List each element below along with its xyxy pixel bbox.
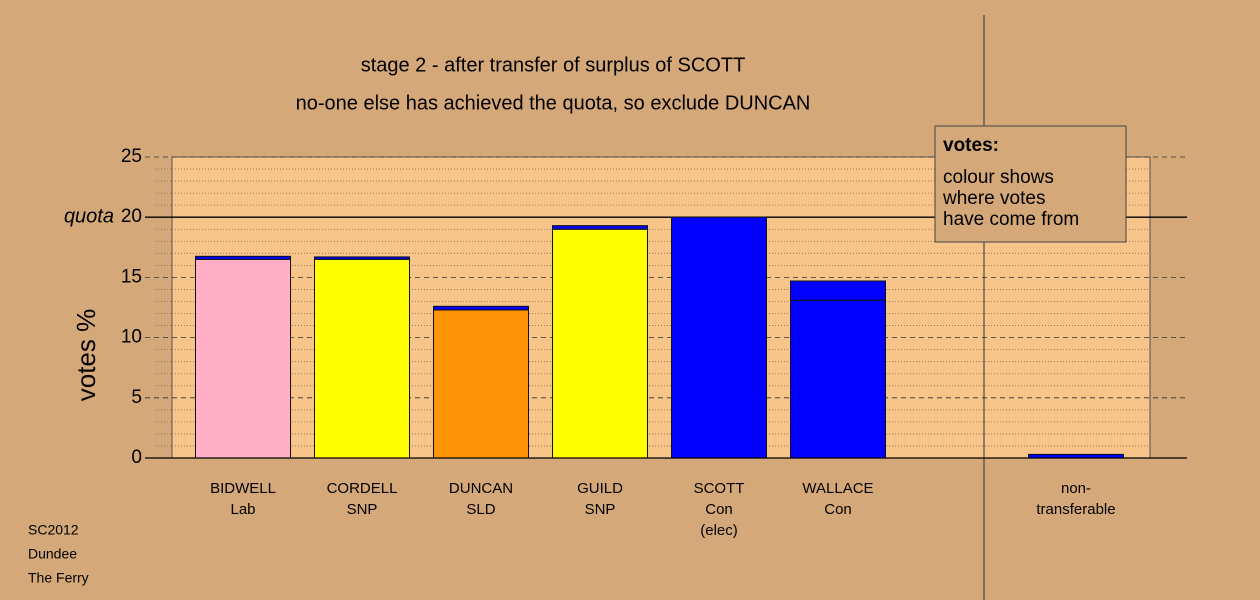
x-tick-label: SLD — [466, 501, 495, 518]
x-tick-label: SNP — [585, 501, 616, 518]
footer-text: SC2012 — [28, 522, 79, 538]
bar-segment — [671, 216, 767, 459]
legend-box — [934, 125, 1127, 243]
x-tick-label: Con — [824, 501, 852, 518]
x-tick-label: SNP — [347, 501, 378, 518]
bar-segment — [195, 258, 291, 459]
x-tick-label: DUNCAN — [449, 480, 513, 497]
y-tick-label: 10 — [121, 327, 142, 348]
bar-segment — [433, 309, 529, 459]
x-tick-label: CORDELL — [327, 480, 398, 497]
y-axis-label: votes % — [71, 309, 101, 402]
x-tick-label: GUILD — [577, 480, 623, 497]
y-tick-label: 5 — [131, 387, 142, 408]
bar-segment — [314, 256, 410, 260]
footer-text: Dundee — [28, 546, 77, 562]
legend-text: colour shows — [943, 167, 1054, 188]
chart-title: stage 2 - after transfer of surplus of S… — [361, 54, 746, 76]
x-tick-label: SCOTT — [694, 480, 745, 497]
legend-text: where votes — [942, 188, 1045, 209]
y-tick-label: 15 — [121, 266, 142, 287]
footer-text: The Ferry — [28, 570, 89, 586]
bar-segment — [552, 225, 648, 230]
y-tick-label: 25 — [121, 146, 142, 167]
bar-segment — [790, 280, 886, 301]
chart-subtitle: no-one else has achieved the quota, so e… — [296, 92, 811, 114]
x-tick-label: Con — [705, 501, 733, 518]
legend-title: votes: — [943, 135, 999, 156]
quota-label: quota — [64, 205, 114, 227]
bar-segment — [552, 228, 648, 459]
x-tick-label: (elec) — [700, 522, 738, 539]
x-tick-label: WALLACE — [802, 480, 873, 497]
legend-text: have come from — [943, 209, 1079, 230]
bar-segment — [790, 299, 886, 459]
x-tick-label: Lab — [230, 501, 255, 518]
bar-segment — [195, 255, 291, 260]
y-tick-label: 0 — [131, 447, 142, 468]
bar-segment — [433, 305, 529, 311]
x-tick-label: BIDWELL — [210, 480, 276, 497]
x-tick-label: transferable — [1036, 501, 1115, 518]
x-tick-label: non- — [1061, 480, 1091, 497]
bar-segment — [314, 258, 410, 459]
y-tick-label: 20 — [121, 206, 142, 227]
